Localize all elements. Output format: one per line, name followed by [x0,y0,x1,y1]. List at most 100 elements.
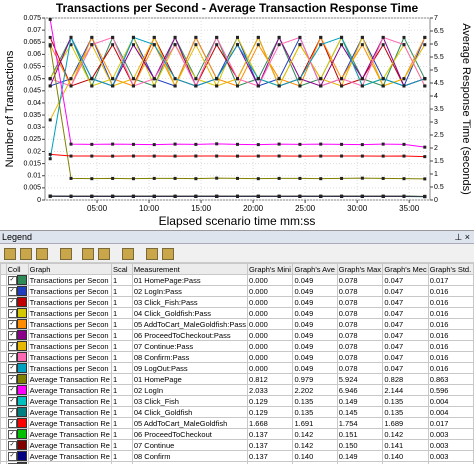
table-cell: 0.047 [383,352,428,363]
header-cell[interactable]: Graph [28,264,111,275]
y-tick-label: 0.025 [23,136,41,143]
checkbox[interactable]: ✓ [8,353,17,362]
color-cell[interactable]: ✓ [6,275,28,286]
color-cell[interactable]: ✓ [6,286,28,297]
data-point [90,36,93,39]
header-cell[interactable]: Graph's Mec [383,264,428,275]
checkbox[interactable]: ✓ [8,276,17,285]
data-point [402,155,405,158]
data-point [361,36,364,39]
checkbox[interactable]: ✓ [8,298,17,307]
checkbox[interactable]: ✓ [8,331,17,340]
checkbox[interactable]: ✓ [8,441,17,450]
header-cell[interactable]: Measurement [132,264,247,275]
checkbox[interactable]: ✓ [8,408,17,417]
data-point [153,195,156,198]
color-cell[interactable]: ✓ [6,396,28,407]
y-tick-label: 0.015 [23,160,41,167]
tool-button[interactable] [60,248,72,260]
checkbox[interactable]: ✓ [8,386,17,395]
tool-button[interactable] [98,248,110,260]
data-point [319,195,322,198]
data-point [174,195,177,198]
color-swatch [17,297,27,307]
color-cell[interactable]: ✓ [6,385,28,396]
table-cell: 1.689 [383,418,428,429]
header-cell[interactable]: Graph's Mini [248,264,293,275]
data-point [382,43,385,46]
data-point [402,43,405,46]
checkbox[interactable]: ✓ [8,419,17,428]
tool-button[interactable] [82,248,94,260]
tool-button[interactable] [4,248,16,260]
color-cell[interactable]: ✓ [6,407,28,418]
tool-button[interactable] [20,248,32,260]
color-cell[interactable]: ✓ [6,363,28,374]
color-cell[interactable]: ✓ [6,451,28,462]
table-cell: 0.142 [293,429,337,440]
color-cell[interactable]: ✓ [6,297,28,308]
table-cell: 0.047 [383,308,428,319]
checkbox[interactable]: ✓ [8,309,17,318]
checkbox[interactable]: ✓ [8,452,17,461]
color-cell[interactable]: ✓ [6,440,28,451]
header-cell[interactable]: Graph's Max [337,264,383,275]
color-cell[interactable]: ✓ [6,319,28,330]
tool-button[interactable] [36,248,48,260]
header-cell[interactable]: Scal [111,264,132,275]
color-cell[interactable]: ✓ [6,330,28,341]
checkbox[interactable]: ✓ [8,364,17,373]
table-cell: 0.049 [293,363,337,374]
color-cell[interactable]: ✓ [6,374,28,385]
y2-tick-label: 3.5 [434,106,444,113]
data-point [257,195,260,198]
table-cell: 0.017 [428,275,473,286]
data-point [70,155,73,158]
color-cell[interactable]: ✓ [6,341,28,352]
data-point [90,77,93,80]
table-cell: 0.141 [383,440,428,451]
checkbox[interactable]: ✓ [8,342,17,351]
table-cell: Transactions per Secon [28,341,111,352]
checkbox[interactable]: ✓ [8,320,17,329]
header-cell[interactable]: Coll [6,264,28,275]
checkbox[interactable]: ✓ [8,375,17,384]
table-cell: Transactions per Secon [28,286,111,297]
color-cell[interactable]: ✓ [6,308,28,319]
header-cell[interactable]: Graph's Std. [428,264,473,275]
data-point [132,155,135,158]
x-tick-label: 15:00 [191,204,212,213]
tool-button[interactable] [122,248,134,260]
checkbox[interactable]: ✓ [8,430,17,439]
tool-button[interactable] [146,248,158,260]
color-cell[interactable]: ✓ [6,429,28,440]
color-cell[interactable]: ✓ [6,418,28,429]
data-point [132,177,135,180]
tool-button[interactable] [162,248,174,260]
checkbox[interactable]: ✓ [8,287,17,296]
header-cell[interactable]: Graph's Ave [293,264,337,275]
color-cell[interactable]: ✓ [6,352,28,363]
table-cell: 0.049 [293,319,337,330]
checkbox[interactable]: ✓ [8,397,17,406]
data-point [132,43,135,46]
color-swatch [17,330,27,340]
table-cell: 0.000 [248,363,293,374]
